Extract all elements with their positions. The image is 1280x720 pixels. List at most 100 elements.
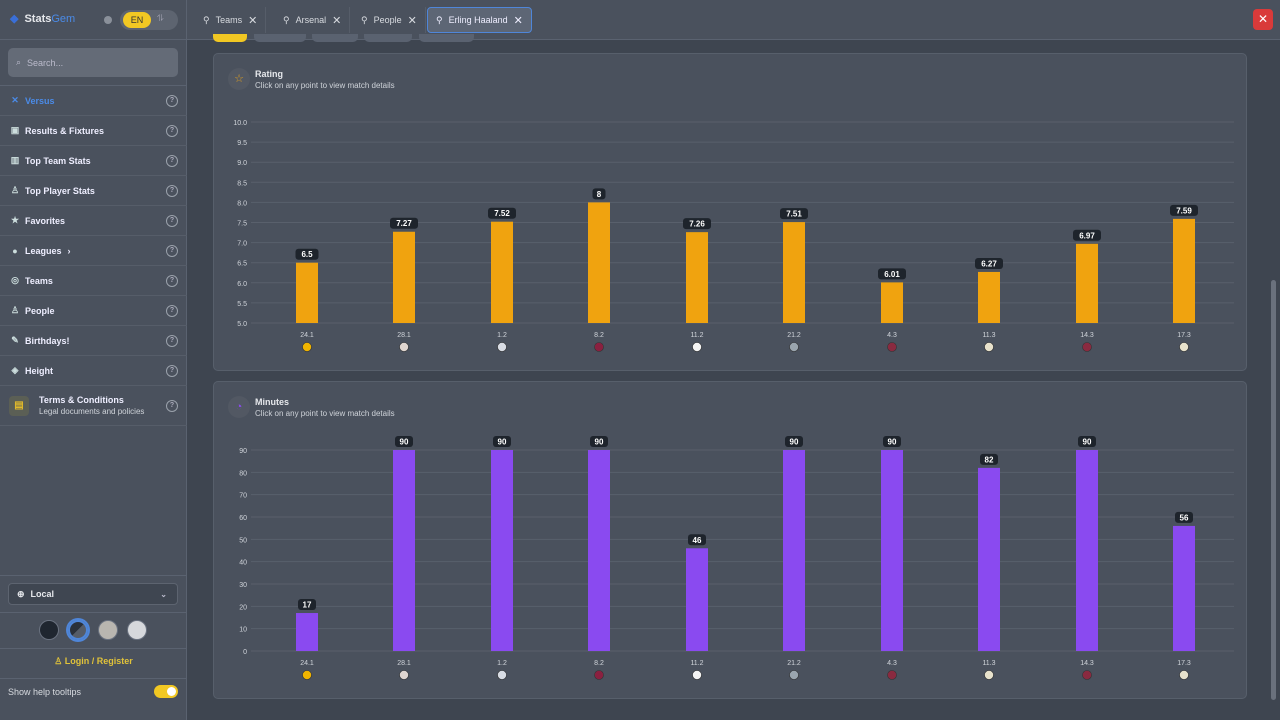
sidebar-item-favorites[interactable]: ★ Favorites? <box>0 206 187 236</box>
burnley-crest-icon[interactable] <box>594 342 604 352</box>
tottenham-crest-icon[interactable] <box>497 342 507 352</box>
sidebar-item-top-team-stats[interactable]: ▥ Top Team Stats? <box>0 146 187 176</box>
bar[interactable] <box>978 271 1000 323</box>
sidebar-item-leagues[interactable]: ● Leagues ›? <box>0 236 187 266</box>
real-madrid-crest-icon[interactable] <box>984 342 994 352</box>
y-tick-label: 7.0 <box>237 241 247 248</box>
brand-logo[interactable]: ◆ StatsGem <box>10 12 75 26</box>
sidebar-item-versus[interactable]: ✕ Versus? <box>0 86 187 116</box>
help-icon[interactable]: ? <box>166 274 178 287</box>
tab-teams[interactable]: ⚲ Teams ✕ <box>195 7 267 33</box>
theme-swatch[interactable] <box>39 620 59 640</box>
globe-icon: ⊕ <box>17 588 25 599</box>
theme-swatch[interactable] <box>98 620 118 640</box>
fulham-crest-icon[interactable] <box>692 670 702 680</box>
sidebar-item-people[interactable]: ♙ People? <box>0 296 187 326</box>
bar[interactable] <box>978 467 1000 651</box>
lang-alt-icon[interactable]: ⥮ <box>157 13 164 23</box>
scrollbar[interactable] <box>1271 280 1276 700</box>
bar[interactable] <box>881 282 903 323</box>
close-tab-icon[interactable]: ✕ <box>332 14 342 27</box>
bar[interactable] <box>296 262 318 323</box>
real-madrid-crest-icon[interactable] <box>1179 342 1189 352</box>
bar[interactable] <box>588 450 610 651</box>
data-label: 56 <box>1180 513 1189 522</box>
x-tick-label: 28.1 <box>397 660 411 667</box>
tab-people[interactable]: ⚲ People ✕ <box>353 7 426 33</box>
help-icon[interactable]: ? <box>166 154 178 167</box>
westham-crest-icon[interactable] <box>1082 670 1092 680</box>
help-icon[interactable]: ? <box>166 244 178 257</box>
bar[interactable] <box>1173 218 1195 323</box>
minutes-chart: 0 10 20 30 40 50 60 70 80 90 17 24.1 90 28.1 90 1.2 90 8.… <box>239 436 1234 680</box>
help-icon[interactable]: ? <box>166 304 178 317</box>
westham-crest-icon[interactable] <box>887 342 897 352</box>
filter-pill[interactable] <box>419 34 474 42</box>
bar[interactable] <box>783 450 805 651</box>
bar[interactable] <box>783 222 805 323</box>
lang-en[interactable]: EN <box>123 12 151 28</box>
bar[interactable] <box>393 450 415 651</box>
help-icon[interactable]: ? <box>166 399 178 412</box>
sidebar-item-terms[interactable]: ▤ Terms & Conditions Legal documents and … <box>0 386 187 426</box>
theme-swatch[interactable] <box>68 620 88 640</box>
help-icon[interactable]: ? <box>166 184 178 197</box>
close-tab-icon[interactable]: ✕ <box>407 14 417 27</box>
galatasaray-crest-icon[interactable] <box>399 342 409 352</box>
westham-crest-icon[interactable] <box>887 670 897 680</box>
sidebar-item-birthdays[interactable]: ✎ Birthdays!? <box>0 326 187 356</box>
bar[interactable] <box>686 548 708 651</box>
wolves-crest-icon[interactable] <box>302 670 312 680</box>
sidebar-item-results-fixtures[interactable]: ▣ Results & Fixtures? <box>0 116 187 146</box>
close-tab-icon[interactable]: ✕ <box>513 14 523 27</box>
help-tooltips-toggle[interactable] <box>154 685 178 698</box>
x-tick-label: 1.2 <box>497 660 507 667</box>
filter-pill[interactable] <box>364 34 412 42</box>
real-madrid-crest-icon[interactable] <box>1179 670 1189 680</box>
bar[interactable] <box>296 613 318 651</box>
sidebar-item-teams[interactable]: ◎ Teams? <box>0 266 187 296</box>
sidebar-item-top-player-stats[interactable]: ♙ Top Player Stats? <box>0 176 187 206</box>
bar[interactable] <box>588 202 610 323</box>
divider <box>0 612 187 613</box>
login-register-link[interactable]: ♙ Login / Register <box>0 656 187 667</box>
filter-pill[interactable] <box>254 34 306 42</box>
timezone-select[interactable]: ⊕ Local ⌄ <box>8 583 178 605</box>
westham-crest-icon[interactable] <box>1082 342 1092 352</box>
tab-erling-haaland[interactable]: ⚲ Erling Haaland ✕ <box>427 7 532 33</box>
help-icon[interactable]: ? <box>166 334 178 347</box>
sidebar-item-label: Teams <box>25 275 53 286</box>
bar[interactable] <box>1076 450 1098 651</box>
help-icon[interactable]: ? <box>166 214 178 227</box>
terms-label: Terms & Conditions <box>39 395 124 405</box>
language-toggle[interactable]: EN ⥮ <box>120 10 178 30</box>
bar[interactable] <box>686 232 708 323</box>
bar[interactable] <box>881 450 903 651</box>
tab-label: Teams <box>215 15 243 25</box>
search-input[interactable]: ⌕ Search... <box>8 48 178 77</box>
bar[interactable] <box>491 450 513 651</box>
bar[interactable] <box>1076 243 1098 323</box>
filter-pill[interactable] <box>312 34 358 42</box>
burnley-crest-icon[interactable] <box>594 670 604 680</box>
theme-swatch[interactable] <box>127 620 147 640</box>
sidebar-item-height[interactable]: ◈ Height? <box>0 356 187 386</box>
filter-pill[interactable] <box>213 34 247 42</box>
tab-arsenal[interactable]: ⚲ Arsenal ✕ <box>275 7 351 33</box>
bar[interactable] <box>1173 525 1195 651</box>
newcastle-crest-icon[interactable] <box>789 342 799 352</box>
bar[interactable] <box>393 231 415 323</box>
newcastle-crest-icon[interactable] <box>789 670 799 680</box>
help-icon[interactable]: ? <box>166 364 178 377</box>
galatasaray-crest-icon[interactable] <box>399 670 409 680</box>
real-madrid-crest-icon[interactable] <box>984 670 994 680</box>
bar[interactable] <box>491 221 513 323</box>
help-icon[interactable]: ? <box>166 124 178 137</box>
close-all-button[interactable]: ✕ <box>1253 9 1273 30</box>
tottenham-crest-icon[interactable] <box>497 670 507 680</box>
wolves-crest-icon[interactable] <box>302 342 312 352</box>
data-label: 82 <box>985 455 994 464</box>
help-icon[interactable]: ? <box>166 94 178 107</box>
close-tab-icon[interactable]: ✕ <box>248 14 258 27</box>
fulham-crest-icon[interactable] <box>692 342 702 352</box>
